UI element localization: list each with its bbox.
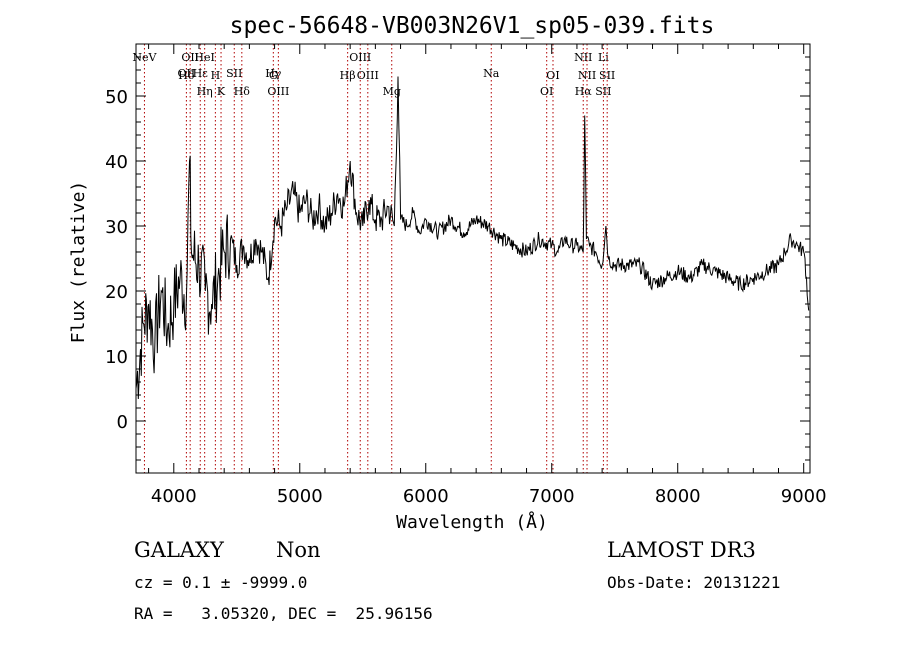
line-label-top: Hε [193,67,209,80]
x-tick-label: 4000 [151,486,197,507]
obs-date: Obs-Date: 20131221 [607,573,781,592]
y-axis-label: Flux (relative) [68,181,89,344]
x-axis-ticks: 4000 5000 6000 7000 8000 9000 [148,44,827,507]
line-label-top: Hγ [265,67,282,80]
chart-title: spec-56648-VB003N26V1_sp05-039.fits [230,13,715,39]
y-tick-label: 30 [105,217,128,238]
y-axis-ticks: 0 10 20 30 40 50 [105,56,810,461]
line-label-bottom: NII [578,69,596,82]
line-label-top: NeV [132,51,157,64]
x-tick-label: 9000 [781,486,827,507]
y-tick-label: 20 [105,282,128,303]
line-label-bottom: H [211,69,221,82]
plot-frame [135,43,811,474]
object-class: GALAXY [134,538,224,562]
spectral-line-markers: NeVOIIHδOIIHεHeIHηHKSIIHδHγGOIIIHβOIIIOI… [132,44,615,473]
x-tick-label: 7000 [529,486,575,507]
line-label-top: OIII [349,51,371,64]
line-label-bottom: K [217,85,226,98]
x-tick-label: 5000 [277,486,323,507]
coordinates: RA = 3.05320, DEC = 25.96156 [134,604,433,623]
line-label-bottom: Hη [197,85,213,98]
line-label-top: Na [483,67,500,80]
x-axis-label: Wavelength (Å) [396,511,548,533]
x-tick-label: 8000 [655,486,701,507]
line-label-bottom: G [269,69,278,82]
line-label-bottom: OIII [267,85,289,98]
line-label-bottom: SII [599,69,615,82]
survey-name: LAMOST DR3 [607,538,756,562]
x-tick-label: 6000 [403,486,449,507]
line-label-top: OII [178,67,196,80]
line-label-bottom: OI [546,69,559,82]
line-label-bottom: OIII [357,69,379,82]
y-tick-label: 50 [105,87,128,108]
y-tick-label: 40 [105,152,128,173]
line-label-bottom: Mg [383,85,401,98]
line-label-top: NII [574,51,592,64]
line-label-bottom: OI [540,85,553,98]
spectrum-line [135,76,810,400]
redshift-cz: cz = 0.1 ± -9999.0 [134,573,308,592]
line-label-top: HeI [194,51,214,64]
line-label-top: Li [598,51,609,64]
line-label-bottom: SII [595,85,611,98]
y-tick-label: 10 [105,347,128,368]
y-tick-label: 0 [117,412,128,433]
line-label-top: OII [181,51,199,64]
object-subclass: Non [276,538,321,562]
line-label-bottom: Hβ [340,69,356,82]
line-label-bottom: Hδ [234,85,251,98]
line-label-bottom: Hα [575,85,593,98]
line-label-bottom: Hδ [178,69,195,82]
line-label-top: SII [226,67,242,80]
